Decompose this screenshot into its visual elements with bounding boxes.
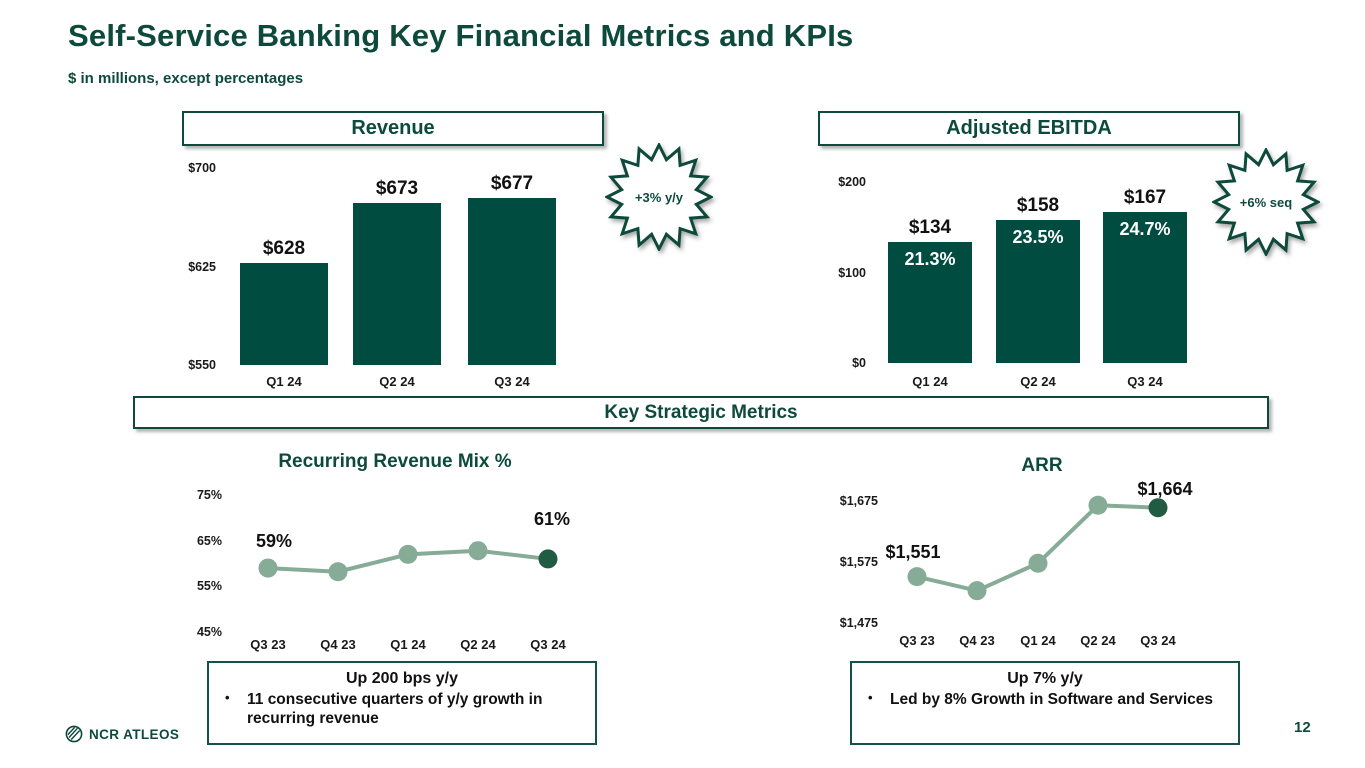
y-tick-label: $625 [188,259,216,274]
arr-chart-title: ARR [1021,455,1063,476]
page-number: 12 [1294,719,1311,736]
y-tick-label: $0 [852,356,866,370]
bar-percent-label: 24.7% [1119,218,1171,239]
data-point-Q3 24 [538,549,558,569]
arr-line-plot [907,495,1168,601]
x-tick-label: Q2 24 [379,374,415,389]
x-tick-label: Q2 24 [460,637,496,652]
bar-value-label: $158 [1016,195,1060,216]
x-tick-label: Q3 24 [1127,374,1163,389]
data-point-Q4 23 [967,581,987,601]
globe-icon [65,725,83,743]
x-tick-label: Q3 24 [530,637,566,652]
ncr-atleos-logo: NCR ATLEOS [65,725,179,743]
recurring-callout-bullet: • 11 consecutive quarters of y/y growth … [209,690,595,729]
data-point-Q3 23 [907,567,927,587]
bar-revenue-Q1 24 [240,262,328,365]
ebitda-chart-title-box: Adjusted EBITDA [818,111,1240,146]
x-tick-label: Q2 24 [1020,374,1056,389]
y-tick-label: $100 [838,265,866,280]
ebitda-growth-badge-label: +6% seq [1239,194,1293,210]
point-value-label: $1,551 [885,542,941,562]
point-value-label: 61% [533,509,571,529]
recurring-callout-box: Up 200 bps y/y • 11 consecutive quarters… [207,661,597,745]
y-tick-label: $1,475 [839,616,878,630]
x-tick-label: Q1 24 [1020,633,1056,648]
data-point-Q2 24 [1088,495,1108,515]
section-header-box: Key Strategic Metrics [133,396,1269,429]
revenue-growth-badge: +3% y/y [605,143,713,251]
bar-value-label: $673 [375,178,419,200]
x-tick-label: Q1 24 [266,374,302,389]
y-tick-label: 55% [196,579,222,594]
y-tick-label: 75% [196,488,222,502]
bullet-icon: • [868,690,873,705]
y-tick-label: $700 [188,161,216,175]
bar-value-label: $167 [1123,186,1167,208]
bar-value-label: $628 [262,237,306,259]
ebitda-chart-title: Adjusted EBITDA [946,117,1112,139]
bar-revenue-Q2 24 [353,203,441,365]
ebitda-growth-badge: +6% seq [1212,148,1320,256]
point-value-label: 59% [255,531,293,551]
recurring_revenue_mix-line-plot [258,541,558,582]
arr-callout-bullet-text: Led by 8% Growth in Software and Service… [890,691,1214,708]
bar-value-label: $134 [908,216,952,238]
point-value-label: $1,664 [1137,479,1193,499]
x-tick-label: Q2 24 [1080,633,1116,648]
bar-adjusted_ebitda-Q2 24 [996,220,1080,363]
section-header: Key Strategic Metrics [604,401,798,423]
revenue-growth-badge-label: +3% y/y [634,189,684,205]
y-tick-label: 65% [196,533,222,548]
y-tick-label: $1,675 [839,494,878,508]
y-tick-label: $1,575 [839,555,878,569]
y-tick-label: 45% [196,625,222,639]
starburst-icon [1212,148,1320,256]
slide-subtitle: $ in millions, except percentages [68,70,304,87]
x-tick-label: Q3 24 [494,374,530,389]
x-tick-label: Q1 24 [912,374,948,389]
y-tick-label: $200 [838,175,866,189]
revenue-chart-title-box: Revenue [182,111,604,146]
data-point-Q4 23 [328,562,348,582]
bullet-icon: • [225,690,230,705]
x-tick-label: Q3 23 [250,637,286,652]
revenue-chart-title: Revenue [351,117,435,139]
starburst-icon [605,143,713,251]
data-point-Q2 24 [468,541,488,561]
bar-revenue-Q3 24 [468,198,556,365]
recurring-callout-bullet-text: 11 consecutive quarters of y/y growth in… [247,691,543,728]
data-point-Q1 24 [398,544,418,564]
x-tick-label: Q1 24 [390,637,426,652]
bar-adjusted_ebitda-Q3 24 [1103,211,1187,363]
data-point-Q1 24 [1028,553,1048,573]
bar-value-label: $677 [490,173,534,195]
x-tick-label: Q3 24 [1140,633,1176,648]
data-point-Q3 24 [1148,498,1168,518]
bar-percent-label: 21.3% [904,248,956,269]
data-point-Q3 23 [258,558,278,578]
arr-callout-box: Up 7% y/y • Led by 8% Growth in Software… [850,661,1240,745]
y-tick-label: $550 [188,358,216,372]
arr-callout-bullet: • Led by 8% Growth in Software and Servi… [852,690,1238,709]
logo-text: NCR ATLEOS [89,726,180,742]
x-tick-label: Q4 23 [959,633,995,648]
bar-adjusted_ebitda-Q1 24 [888,241,972,363]
x-tick-label: Q4 23 [320,637,356,652]
recurring-callout-heading: Up 200 bps y/y [345,670,459,687]
recurring-chart-title: Recurring Revenue Mix % [278,451,512,472]
slide-title: Self-Service Banking Key Financial Metri… [68,18,854,53]
bar-percent-label: 23.5% [1012,227,1064,247]
x-tick-label: Q3 23 [899,633,935,648]
arr-callout-heading: Up 7% y/y [1007,670,1083,687]
